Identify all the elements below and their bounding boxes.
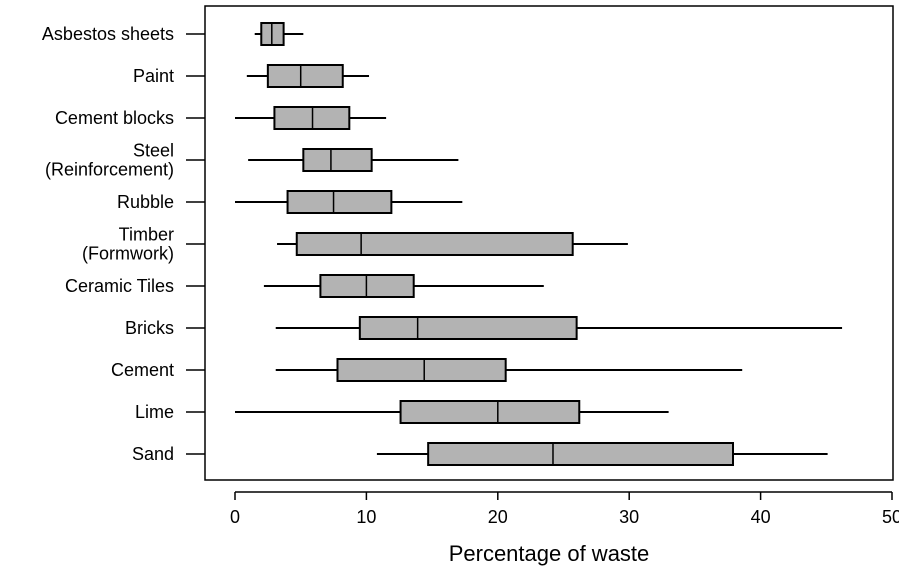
box: [336, 358, 507, 382]
category-label: Cement blocks: [55, 108, 174, 128]
category-label: Bricks: [125, 318, 174, 338]
x-tick-label: 20: [488, 507, 508, 527]
box: [295, 232, 574, 256]
category-label: Asbestos sheets: [42, 24, 174, 44]
category-label: Rubble: [117, 192, 174, 212]
plot-frame: [204, 5, 894, 481]
axes: 0 10 20 30 40 50: [186, 5, 899, 527]
x-tick-label: 40: [751, 507, 771, 527]
x-axis-title: Percentage of waste: [449, 541, 650, 566]
category-label: (Formwork): [82, 244, 174, 264]
x-tick-label: 50: [882, 507, 899, 527]
category-label: Sand: [132, 444, 174, 464]
box: [427, 442, 735, 466]
labels-layer: Asbestos sheets Paint Cement blocks Steel(R…: [42, 24, 174, 464]
category-label: (Reinforcement): [45, 160, 174, 180]
box: [399, 400, 581, 424]
category-label: Steel: [133, 141, 174, 161]
box: [286, 190, 393, 214]
box: [358, 316, 578, 340]
boxes-layer: [235, 22, 843, 466]
category-label: Lime: [135, 402, 174, 422]
box: [266, 64, 344, 88]
category-label: Ceramic Tiles: [65, 276, 174, 296]
x-tick-label: 10: [356, 507, 376, 527]
x-tick-label: 0: [230, 507, 240, 527]
category-label: Cement: [111, 360, 174, 380]
category-label: Timber: [119, 225, 174, 245]
x-tick-label: 30: [619, 507, 639, 527]
category-label: Paint: [133, 66, 174, 86]
box: [302, 148, 373, 172]
